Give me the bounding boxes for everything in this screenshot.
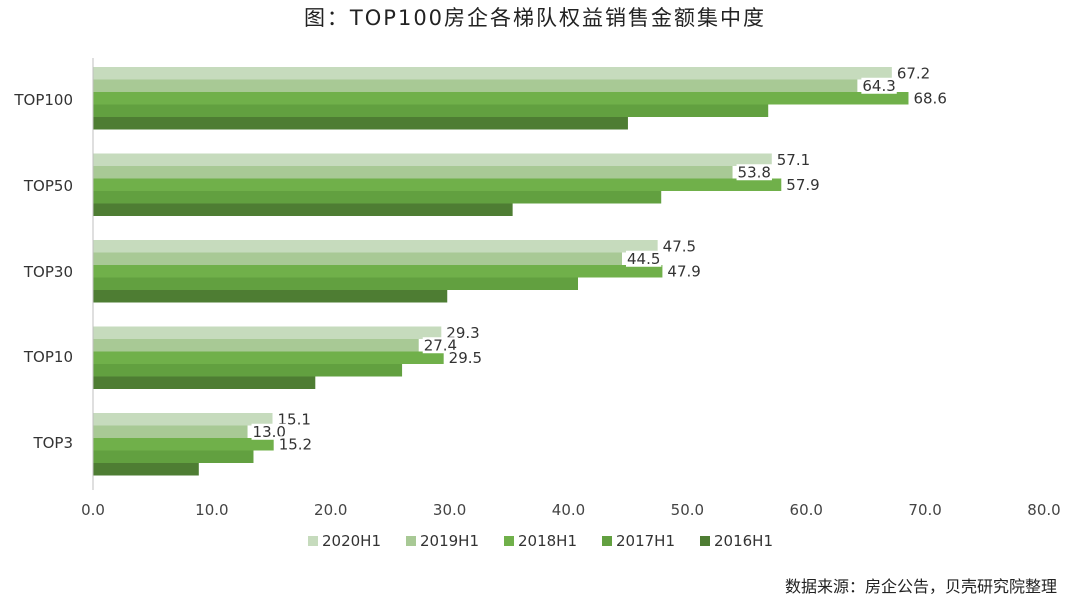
bar-2016H1-TOP10 <box>93 376 316 389</box>
category-label: TOP50 <box>23 177 73 195</box>
x-tick-label: 80.0 <box>1027 501 1060 519</box>
bar-2018H1-TOP3 <box>93 438 274 451</box>
legend-label: 2018H1 <box>518 532 577 550</box>
x-tick-label: 70.0 <box>908 501 941 519</box>
bar-2017H1-TOP10 <box>93 364 403 377</box>
data-label-background <box>276 411 312 428</box>
legend-label: 2017H1 <box>616 532 675 550</box>
data-label-background <box>445 324 481 341</box>
data-label: 44.5 <box>627 250 660 268</box>
data-labels-layer: 67.264.368.657.153.857.947.544.547.929.3… <box>251 64 948 453</box>
data-label-background <box>736 164 772 181</box>
bar-2018H1-TOP30 <box>93 265 663 278</box>
data-label-background <box>666 263 702 280</box>
data-label: 68.6 <box>913 89 946 107</box>
data-label: 64.3 <box>862 77 895 95</box>
data-label: 67.2 <box>897 64 930 82</box>
bar-2017H1-TOP3 <box>93 450 254 463</box>
bar-2018H1-TOP50 <box>93 178 782 191</box>
bar-2020H1-TOP3 <box>93 413 273 426</box>
legend-label: 2016H1 <box>714 532 773 550</box>
data-label: 15.2 <box>279 435 312 453</box>
data-label: 53.8 <box>738 163 771 181</box>
category-label: TOP3 <box>32 434 73 452</box>
bars-layer <box>93 67 909 476</box>
legend-swatch <box>700 536 710 546</box>
data-label-background <box>447 349 484 366</box>
bar-2016H1-TOP30 <box>93 290 448 303</box>
bar-2016H1-TOP3 <box>93 463 199 476</box>
data-label-background <box>861 77 897 94</box>
legend-swatch <box>602 536 612 546</box>
data-label: 29.5 <box>449 349 482 367</box>
chart-title: 图：TOP100房企各梯队权益销售金额集中度 <box>304 6 766 30</box>
bar-2020H1-TOP50 <box>93 153 772 166</box>
bar-2019H1-TOP50 <box>93 166 733 179</box>
legend-swatch <box>504 536 514 546</box>
bar-2018H1-TOP10 <box>93 351 444 364</box>
data-label: 47.5 <box>663 237 696 255</box>
data-label: 13.0 <box>253 423 286 441</box>
bar-2019H1-TOP100 <box>93 79 858 92</box>
x-tick-label: 50.0 <box>671 501 704 519</box>
bar-2018H1-TOP100 <box>93 92 909 105</box>
x-tick-label: 0.0 <box>81 501 105 519</box>
x-tick-label: 20.0 <box>314 501 347 519</box>
category-label: TOP100 <box>13 91 73 109</box>
data-label-background <box>277 436 314 453</box>
data-label: 57.1 <box>777 151 810 169</box>
category-label: TOP10 <box>23 348 73 366</box>
data-label-background <box>912 90 948 107</box>
value-axis: 0.0 10.0 20.0 30.0 40.0 50.0 60.0 70.0 80.0 <box>81 58 1061 519</box>
category-label: TOP30 <box>23 263 73 281</box>
bar-2020H1-TOP30 <box>93 240 658 253</box>
data-label-background <box>785 176 821 193</box>
data-label-background <box>251 423 287 440</box>
bar-2020H1-TOP100 <box>93 67 892 80</box>
bar-2016H1-TOP100 <box>93 117 628 130</box>
bar-2019H1-TOP30 <box>93 252 622 265</box>
bar-2016H1-TOP50 <box>93 203 513 216</box>
x-tick-label: 10.0 <box>195 501 228 519</box>
x-tick-label: 60.0 <box>790 501 823 519</box>
data-label: 57.9 <box>786 176 819 194</box>
bar-2017H1-TOP100 <box>93 104 769 117</box>
source-note: 数据来源：房企公告，贝壳研究院整理 <box>785 577 1057 596</box>
bar-2017H1-TOP50 <box>93 191 662 204</box>
bar-2019H1-TOP10 <box>93 339 419 352</box>
x-tick-label: 30.0 <box>433 501 466 519</box>
data-label-background <box>661 238 698 255</box>
bar-2019H1-TOP3 <box>93 425 248 438</box>
data-label-background <box>775 151 812 168</box>
legend-label: 2019H1 <box>420 532 479 550</box>
data-label-background <box>422 337 459 354</box>
data-label-background <box>625 250 662 267</box>
data-label: 47.9 <box>667 262 700 280</box>
bar-2017H1-TOP30 <box>93 277 579 290</box>
legend-swatch <box>406 536 416 546</box>
legend-label: 2020H1 <box>322 532 381 550</box>
x-tick-label: 40.0 <box>552 501 585 519</box>
legend-swatch <box>308 536 318 546</box>
data-label-background <box>895 65 932 82</box>
category-axis: TOP100 TOP50 TOP30 TOP10 TOP3 <box>13 91 73 452</box>
bar-2020H1-TOP10 <box>93 326 442 339</box>
legend: 2020H1 2019H1 2018H1 2017H1 2016H1 <box>308 532 773 550</box>
